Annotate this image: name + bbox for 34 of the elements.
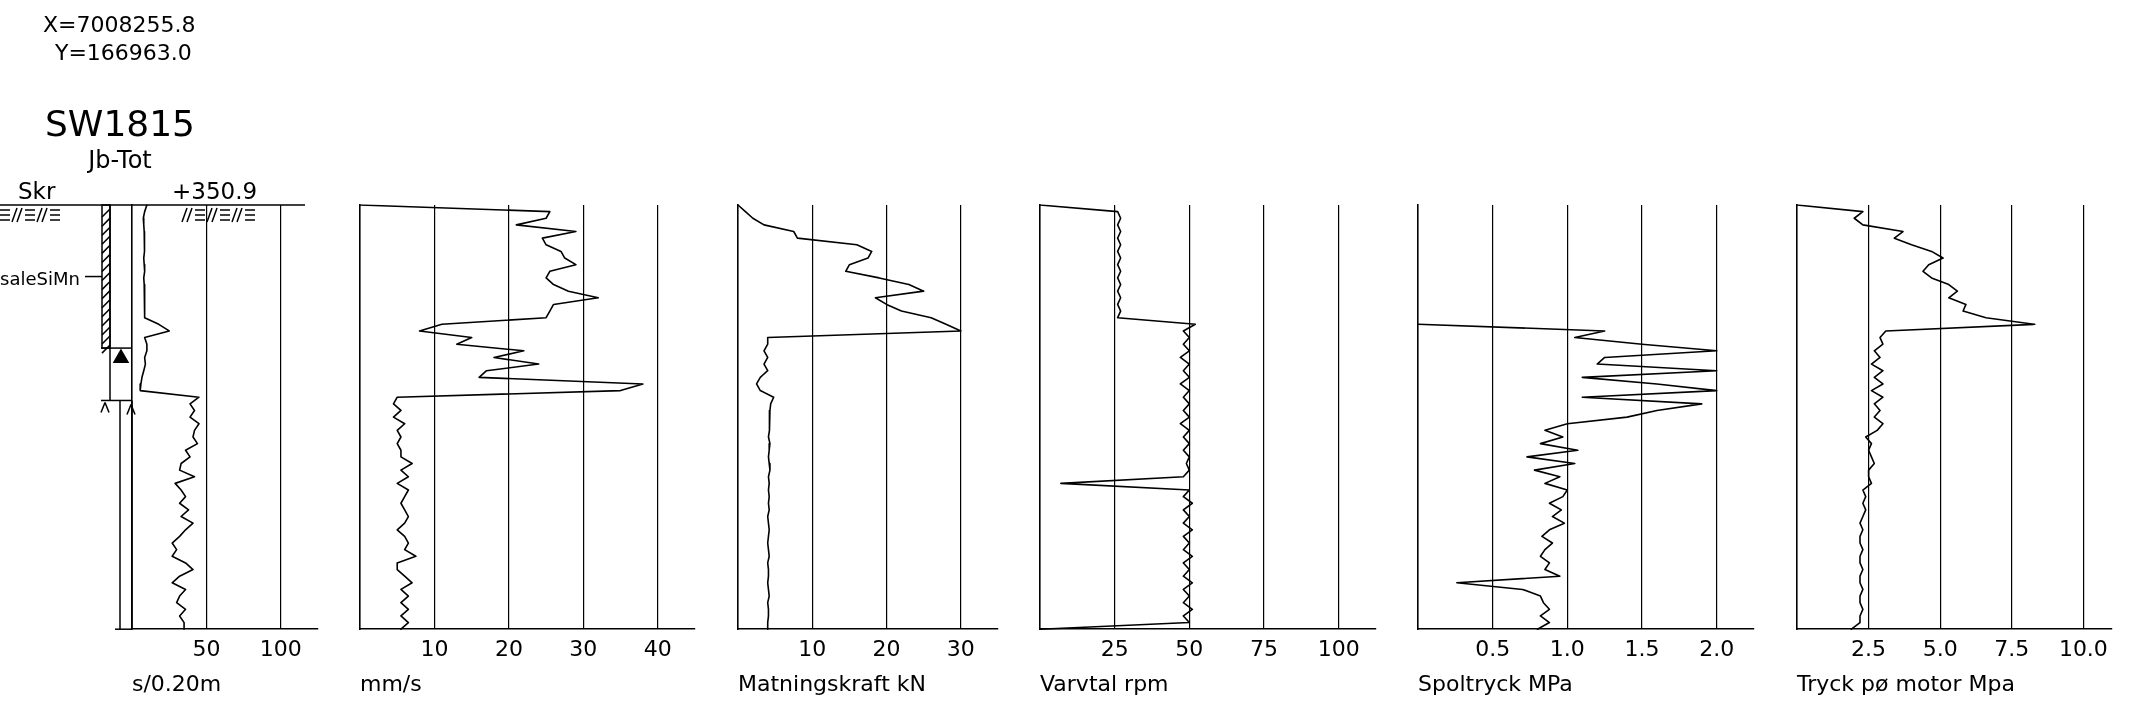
x-tick-label: 7.5 — [1994, 636, 2030, 662]
x-tick-label: 100 — [1317, 636, 1360, 662]
x-tick-label: 2.0 — [1699, 636, 1735, 662]
x-tick-label: 75 — [1250, 636, 1278, 662]
x-tick-label: 5.0 — [1922, 636, 1958, 662]
x-tick-label: 0.5 — [1475, 636, 1511, 662]
x-tick-label: 30 — [569, 636, 598, 662]
x-tick-label: 20 — [494, 636, 523, 662]
x-tick-label: 50 — [192, 636, 221, 662]
x-axis-title: Tryck pø motor Mpa — [1796, 670, 2015, 696]
text: +350.9 — [172, 178, 258, 204]
x-tick-label: 2.5 — [1851, 636, 1887, 662]
x-axis-title: Spoltryck MPa — [1418, 670, 1573, 696]
x-tick-label: 50 — [1175, 636, 1204, 662]
text: saleSiMn — [0, 268, 80, 289]
x-axis-title: Varvtal rpm — [1040, 670, 1169, 696]
x-tick-label: 10 — [798, 636, 827, 662]
x-tick-label: 1.5 — [1624, 636, 1660, 662]
x-tick-label: 40 — [643, 636, 672, 662]
chart-title: SW1815 — [44, 103, 196, 144]
x-tick-label: 20 — [872, 636, 901, 662]
x-tick-label: 10 — [420, 636, 449, 662]
x-axis-title: s/0.20m — [132, 670, 222, 696]
text: Y=166963.0 — [55, 40, 192, 65]
chart-subtitle: Jb-Tot — [88, 146, 152, 174]
text: Skr — [18, 178, 56, 204]
x-axis-title: mm/s — [360, 670, 422, 696]
x-axis-title: Matningskraft kN — [738, 670, 926, 696]
x-tick-label: 10.0 — [2058, 636, 2108, 662]
x-tick-label: 30 — [946, 636, 975, 662]
x-tick-label: 25 — [1100, 636, 1129, 662]
x-tick-label: 1.0 — [1549, 636, 1585, 662]
text: X=7008255.8 — [43, 12, 196, 37]
x-tick-label: 100 — [259, 636, 302, 662]
